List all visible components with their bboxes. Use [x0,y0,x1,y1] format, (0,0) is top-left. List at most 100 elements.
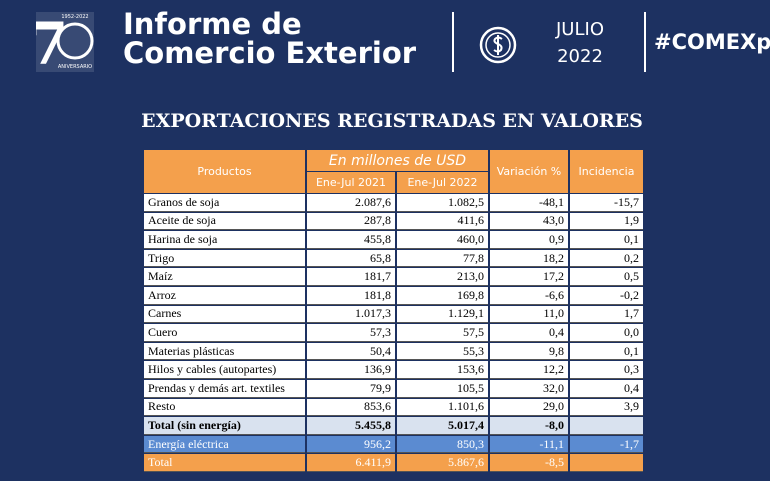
header-cell: Ene-Jul 2021 [307,172,395,193]
value-cell: 0,4 [570,379,643,398]
divider [452,12,454,72]
table-row: Hilos y cables (autopartes) 136,9 153,6 12,… [144,361,643,379]
title-line: Informe de [123,7,302,41]
value-cell: 43,0 [490,212,568,231]
value-cell: 1,9 [570,212,643,231]
value-cell [570,417,643,435]
date: JULIO 2022 [550,16,610,70]
value-cell: 181,8 [307,286,395,305]
product-cell: Total [144,454,305,472]
divider [644,12,646,72]
value-cell: 5.017,4 [397,417,488,435]
value-cell: 0,3 [570,361,643,379]
value-cell: 1.082,5 [397,194,488,212]
value-cell: 850,3 [397,435,488,454]
value-cell: 0,4 [490,324,568,342]
exports-table: Productos En millones de USD Variación %… [142,149,645,473]
table-row: Aceite de soja 287,8 411,6 43,0 1,9 [144,212,643,231]
year: 2022 [557,46,603,67]
value-cell: 55,3 [397,342,488,361]
value-cell: -8,5 [490,454,568,472]
report-title: Informe de Comercio Exterior [123,10,416,68]
table-row: Prendas y demás art. textiles 79,9 105,5 32… [144,379,643,398]
value-cell: 18,2 [490,249,568,268]
value-cell: 11,0 [490,305,568,324]
product-cell: Hilos y cables (autopartes) [144,361,305,379]
product-cell: Cuero [144,324,305,342]
value-cell: 460,0 [397,231,488,249]
table-row: Maíz 181,7 213,0 17,2 0,5 [144,268,643,286]
table-row: Materias plásticas 50,4 55,3 9,8 0,1 [144,342,643,361]
value-cell: 65,8 [307,249,395,268]
value-cell: 287,8 [307,212,395,231]
value-cell [570,454,643,472]
product-cell: Arroz [144,286,305,305]
value-cell: -6,6 [490,286,568,305]
table-row: Cuero 57,3 57,5 0,4 0,0 [144,324,643,342]
table-title: EXPORTACIONES REGISTRADAS EN VALORES [141,110,643,132]
title-line: Comercio Exterior [123,36,417,70]
logo-caption: ANIVERSARIO [58,64,92,70]
dollar-icon [479,26,517,64]
table-row: Energía eléctrica 956,2 850,3 -11,1 -1,7 [144,435,643,454]
product-cell: Maíz [144,268,305,286]
product-cell: Materias plásticas [144,342,305,361]
product-cell: Energía eléctrica [144,435,305,454]
value-cell: 17,2 [490,268,568,286]
table-row: Carnes 1.017,3 1.129,1 11,0 1,7 [144,305,643,324]
value-cell: -8,0 [490,417,568,435]
table-row: Resto 853,6 1.101,6 29,0 3,9 [144,398,643,417]
table-row: Total 6.411,9 5.867,6 -8,5 [144,454,643,472]
logo-circle [56,22,94,60]
value-cell: 32,0 [490,379,568,398]
value-cell: -15,7 [570,194,643,212]
value-cell: 153,6 [397,361,488,379]
table-body: Granos de soja 2.087,6 1.082,5 -48,1 -15,7 Ac… [144,194,643,472]
value-cell: 0,5 [570,268,643,286]
logo: 7 1952-2022 ANIVERSARIO [36,12,94,72]
product-cell: Resto [144,398,305,417]
value-cell: 77,8 [397,249,488,268]
value-cell: 0,9 [490,231,568,249]
logo-bg [36,12,94,72]
value-cell: 181,7 [307,268,395,286]
value-cell: 29,0 [490,398,568,417]
value-cell: 105,5 [397,379,488,398]
table-row: Granos de soja 2.087,6 1.082,5 -48,1 -15,7 [144,194,643,212]
product-cell: Trigo [144,249,305,268]
value-cell: 9,8 [490,342,568,361]
value-cell: 1.017,3 [307,305,395,324]
value-cell: 411,6 [397,212,488,231]
logo-years: 1952-2022 [61,14,88,20]
value-cell: 5.455,8 [307,417,395,435]
value-cell: 0,1 [570,231,643,249]
header-cell: Variación % [490,150,568,193]
value-cell: 213,0 [397,268,488,286]
value-cell: -11,1 [490,435,568,454]
value-cell: 0,1 [570,342,643,361]
table-row: Total (sin energía) 5.455,8 5.017,4 -8,0 [144,417,643,435]
hashtag: #COMEXpy [654,30,770,54]
product-cell: Aceite de soja [144,212,305,231]
product-cell: Harina de soja [144,231,305,249]
value-cell: 853,6 [307,398,395,417]
value-cell: 6.411,9 [307,454,395,472]
value-cell: 2.087,6 [307,194,395,212]
value-cell: 79,9 [307,379,395,398]
value-cell: 1.129,1 [397,305,488,324]
value-cell: -48,1 [490,194,568,212]
value-cell: -1,7 [570,435,643,454]
header-cell: Incidencia [570,150,643,193]
value-cell: 1.101,6 [397,398,488,417]
value-cell: 12,2 [490,361,568,379]
product-cell: Total (sin energía) [144,417,305,435]
value-cell: 455,8 [307,231,395,249]
header-cell: Productos [144,150,305,193]
product-cell: Granos de soja [144,194,305,212]
value-cell: 956,2 [307,435,395,454]
value-cell: -0,2 [570,286,643,305]
table-row: Arroz 181,8 169,8 -6,6 -0,2 [144,286,643,305]
value-cell: 1,7 [570,305,643,324]
month: JULIO [556,19,604,40]
